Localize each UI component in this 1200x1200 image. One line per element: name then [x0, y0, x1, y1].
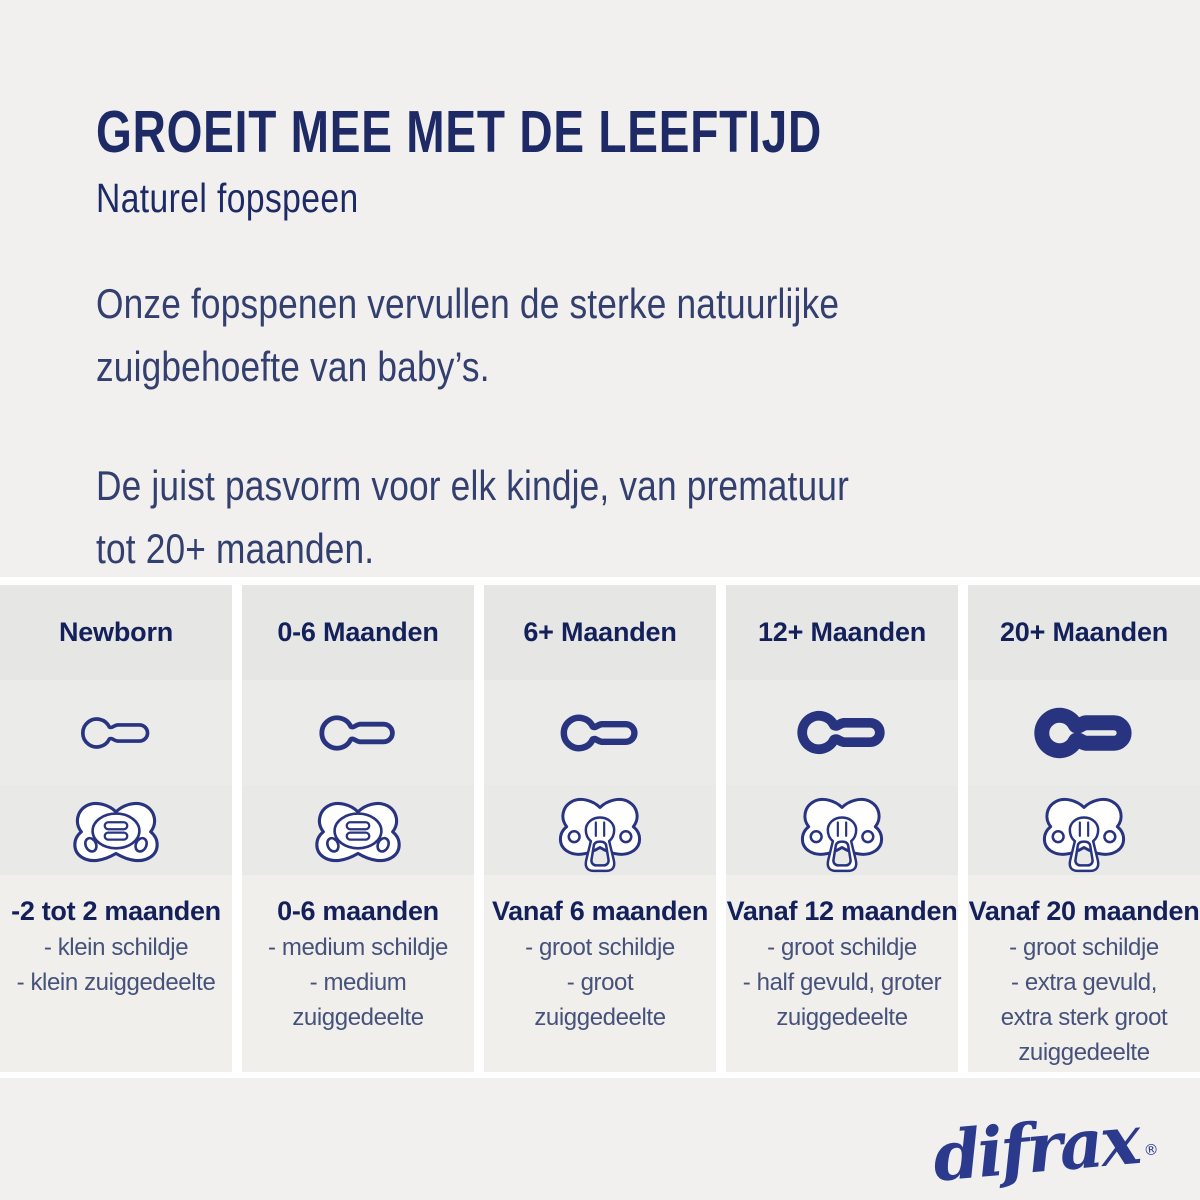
- age-column: 12+ Maanden Vanaf 12 maanden - groot sch…: [726, 585, 958, 1072]
- column-header: 12+ Maanden: [757, 617, 927, 647]
- detail-line: - groot schildje: [1009, 934, 1159, 961]
- column-text-row: Vanaf 20 maanden - groot schildje - extra…: [968, 875, 1200, 1072]
- age-column: 6+ Maanden Vanaf 6 maanden - groot schil…: [484, 585, 716, 1072]
- age-column: 0-6 Maanden 0-6 maanden - medium schildj…: [242, 585, 474, 1072]
- teat-size-row: [726, 680, 958, 785]
- column-header: 6+ Maanden: [523, 617, 677, 647]
- column-text-row: Vanaf 12 maanden - groot schildje - half …: [726, 875, 958, 1072]
- column-header: 0-6 Maanden: [277, 617, 439, 647]
- detail-line: - medium schildje: [268, 934, 448, 961]
- detail-line: - groot: [566, 969, 634, 996]
- column-age-label: Vanaf 12 maanden: [726, 896, 958, 926]
- intro-paragraph-1-line-2: zuigbehoefte van baby’s.: [96, 343, 490, 391]
- column-header: Newborn: [58, 617, 174, 647]
- detail-line: - groot schildje: [767, 934, 917, 961]
- detail-line: - klein zuiggedeelte: [16, 969, 216, 996]
- intro-paragraph-2-line-2: tot 20+ maanden.: [96, 525, 375, 573]
- intro-paragraph-2-line-1: De juist pasvorm voor elk kindje, van pr…: [96, 462, 850, 510]
- detail-line: zuiggedeelte: [1018, 1039, 1150, 1066]
- pacifier-row: [242, 785, 474, 875]
- column-details: - klein schildje - klein zuiggedeelte: [17, 930, 216, 1000]
- detail-line: - medium: [309, 969, 407, 996]
- pacifier-row: [968, 785, 1200, 875]
- intro-paragraph-1-line-1: Onze fopspenen vervullen de sterke natuu…: [96, 280, 840, 328]
- teat-size-icon: [1034, 707, 1132, 758]
- teat-size-icon: [797, 710, 885, 755]
- detail-line: extra sterk groot: [1000, 1004, 1168, 1031]
- pacifier-button-icon: [315, 802, 401, 863]
- column-age-label: 0-6 maanden: [277, 896, 439, 926]
- page-subtitle: Naturel fopspeen: [96, 174, 359, 221]
- detail-line: - half gevuld, groter: [742, 969, 942, 996]
- column-age-label: -2 tot 2 maanden: [11, 896, 221, 926]
- teat-size-row: [484, 680, 716, 785]
- age-comparison-table: Newborn -2 tot 2 maanden - klein schildj…: [0, 577, 1200, 1078]
- column-details: - medium schildje - medium zuiggedeelte: [268, 930, 448, 1035]
- detail-line: - groot schildje: [525, 934, 675, 961]
- age-column: Newborn -2 tot 2 maanden - klein schildj…: [0, 585, 232, 1072]
- pacifier-row: [726, 785, 958, 875]
- difrax-logo-text: difrax: [929, 1100, 1142, 1198]
- difrax-logo: difrax ®: [929, 1100, 1160, 1198]
- age-column: 20+ Maanden Vanaf 20 maanden - groot sch…: [968, 585, 1200, 1072]
- page-title: GROEIT MEE MET DE LEEFTIJD: [96, 99, 822, 165]
- teat-size-icon: [560, 714, 638, 751]
- pacifier-ring-icon: [800, 797, 884, 872]
- column-age-label: Vanaf 20 maanden: [968, 896, 1200, 926]
- registered-trademark-icon: ®: [1142, 1140, 1160, 1160]
- detail-line: zuiggedeelte: [292, 1004, 424, 1031]
- pacifier-ring-icon: [558, 797, 642, 872]
- detail-line: zuiggedeelte: [534, 1004, 666, 1031]
- column-details: - groot schildje - groot zuiggedeelte: [525, 930, 675, 1035]
- column-text-row: 0-6 maanden - medium schildje - medium zui…: [242, 875, 474, 1072]
- column-header: 20+ Maanden: [999, 617, 1169, 647]
- teat-size-icon: [81, 716, 150, 749]
- top-section: GROEIT MEE MET DE LEEFTIJD Naturel fopsp…: [96, 100, 1156, 580]
- column-details: - groot schildje - half gevuld, groter zui…: [742, 930, 942, 1035]
- column-header-row: 6+ Maanden: [484, 585, 716, 680]
- column-header-row: 0-6 Maanden: [242, 585, 474, 680]
- intro-paragraph-2: De juist pasvorm voor elk kindje, van pr…: [96, 454, 986, 580]
- detail-line: zuiggedeelte: [776, 1004, 908, 1031]
- column-header-row: Newborn: [0, 585, 232, 680]
- column-text-row: -2 tot 2 maanden - klein schildje - klein…: [0, 875, 232, 1072]
- column-text-row: Vanaf 6 maanden - groot schildje - groot z…: [484, 875, 716, 1072]
- column-header-row: 20+ Maanden: [968, 585, 1200, 680]
- intro-paragraph-1: Onze fopspenen vervullen de sterke natuu…: [96, 272, 986, 398]
- teat-size-row: [242, 680, 474, 785]
- column-header-row: 12+ Maanden: [726, 585, 958, 680]
- teat-size-icon: [319, 714, 395, 751]
- detail-line: - extra gevuld,: [1010, 969, 1158, 996]
- pacifier-ring-icon: [1042, 797, 1126, 872]
- pacifier-row: [0, 785, 232, 875]
- column-details: - groot schildje - extra gevuld, extra ste…: [1001, 930, 1168, 1070]
- teat-size-row: [0, 680, 232, 785]
- detail-line: - klein schildje: [43, 934, 189, 961]
- column-age-label: Vanaf 6 maanden: [491, 896, 709, 926]
- pacifier-row: [484, 785, 716, 875]
- teat-size-row: [968, 680, 1200, 785]
- pacifier-button-icon: [73, 802, 159, 863]
